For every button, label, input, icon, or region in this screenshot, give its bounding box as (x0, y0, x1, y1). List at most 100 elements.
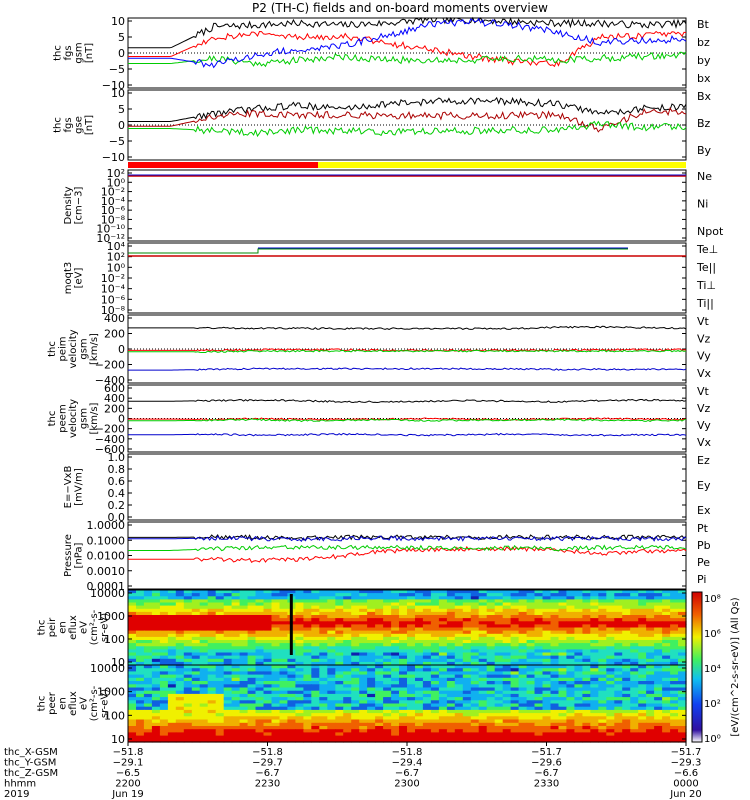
spectrogram-cell (335, 621, 344, 625)
colorbar-label: [eV/(cm^2-s-sr-eV)] (All Qs) (730, 597, 741, 736)
trace-fgs-gse-2 (128, 120, 687, 138)
spectrogram-cell (566, 722, 575, 727)
spectrogram-cell (175, 732, 185, 737)
spectrogram-cell (590, 661, 599, 666)
spectrogram-cell (255, 690, 265, 695)
spectrogram-cell (430, 605, 440, 610)
spectrogram-cell (136, 646, 145, 650)
spectrogram-cell (622, 732, 631, 737)
spectrogram-cell (510, 636, 520, 641)
spectrogram-cell (494, 732, 504, 737)
spectrogram-cell (207, 611, 217, 616)
spectrogram-cell (159, 681, 169, 685)
spectrogram-cell (550, 593, 560, 597)
spectrogram-cell (231, 726, 241, 730)
spectrogram-cell (678, 630, 687, 635)
spectrogram-cell (670, 593, 679, 597)
spectrogram-cell (518, 668, 528, 672)
spectrogram-cell (582, 671, 591, 676)
spectrogram-cell (638, 633, 647, 638)
spectrogram-cell (375, 665, 384, 669)
spectrogram-cell (136, 693, 145, 698)
spectrogram-cell (574, 630, 583, 635)
spectrogram-cell (295, 646, 304, 650)
spectrogram-cell (494, 738, 504, 743)
spectrogram-cell (478, 621, 488, 625)
spectrogram-cell (638, 593, 647, 597)
colorbar-tick-label: 10⁰ (704, 734, 721, 745)
spectrogram-cell (646, 735, 655, 740)
spectrogram-cell (128, 732, 137, 737)
spectrogram-cell (263, 735, 273, 740)
spectrogram-cell (438, 627, 448, 632)
spectrogram-cell (446, 677, 456, 682)
spectrogram-cell (534, 732, 544, 737)
spectrogram-cell (151, 593, 161, 597)
spectrogram-cell (151, 674, 161, 679)
spectrogram-cell (128, 646, 137, 650)
spectrogram-cell (518, 690, 528, 695)
spectrogram-cell (271, 599, 281, 604)
spectrogram-cell (614, 709, 623, 714)
spectrogram-cell (534, 593, 544, 597)
spectrogram-cell (486, 630, 496, 635)
spectrogram-cell (407, 652, 416, 657)
spectrogram-cell (470, 658, 480, 663)
spectrogram-cell (518, 729, 528, 733)
spectrogram-cell (199, 649, 209, 654)
spectrogram-cell (383, 697, 392, 701)
spectrogram-cell (215, 697, 225, 701)
spectrogram-cell (518, 706, 528, 711)
spectrogram-cell (470, 602, 480, 607)
spectrogram-cell (486, 674, 496, 679)
spectrogram-cell (606, 665, 615, 669)
panel-frame (127, 169, 687, 242)
spectrogram-cell (662, 735, 671, 740)
spectrogram-cell (279, 722, 289, 727)
spectrogram-cell (319, 618, 328, 622)
spectrogram-cell (279, 735, 289, 740)
x-row-value: Jun 20 (669, 789, 702, 800)
spectrogram-cell (622, 652, 631, 657)
y-tick-label: 10 (111, 87, 125, 100)
spectrogram-cell (303, 719, 312, 724)
spectrogram-cell (327, 633, 336, 638)
spectrogram-cell (391, 738, 400, 743)
spectrogram-cell (550, 596, 560, 600)
spectrogram-cell (367, 636, 376, 641)
spectrogram-cell (215, 674, 225, 679)
spectrogram-cell (399, 716, 408, 721)
spectrogram-cell (614, 703, 623, 708)
spectrogram-cell (303, 599, 312, 604)
spectrogram-cell (167, 621, 177, 625)
spectrogram-cell (574, 729, 583, 733)
spectrogram-cell (359, 624, 368, 629)
spectrogram-cell (399, 697, 408, 701)
spectrogram-cell (271, 643, 281, 647)
spectrogram-cell (183, 618, 193, 622)
spectrogram-cell (255, 661, 265, 666)
spectrogram-cell (247, 649, 257, 654)
spectrogram-cell (638, 608, 647, 613)
spectrogram-cell (343, 706, 352, 711)
spectrogram-cell (630, 706, 639, 711)
spectrogram-cell (654, 596, 663, 600)
spectrogram-cell (271, 649, 281, 654)
spectrogram-cell (494, 646, 504, 650)
spectrogram-cell (430, 735, 440, 740)
spectrogram-cell (367, 706, 376, 711)
spectrogram-cell (478, 627, 488, 632)
spectrogram-cell (255, 700, 265, 705)
spectrogram-cell (175, 593, 185, 597)
spectrogram-cell (590, 697, 599, 701)
spectrogram-cell (502, 732, 512, 737)
spectrogram-cell (510, 719, 520, 724)
spectrogram-cell (136, 719, 145, 724)
spectrogram-cell (582, 627, 591, 632)
x-row-value: −6.7 (255, 768, 279, 779)
trace-pressure-1 (128, 545, 687, 563)
spectrogram-cell (407, 729, 416, 733)
spectrogram-cell (175, 602, 185, 607)
spectrogram-cell (494, 703, 504, 708)
spectrogram-cell (430, 684, 440, 689)
